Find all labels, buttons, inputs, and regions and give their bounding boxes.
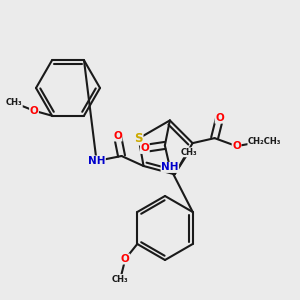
Text: O: O bbox=[215, 113, 224, 123]
Text: O: O bbox=[30, 106, 38, 116]
Text: O: O bbox=[113, 131, 122, 141]
Text: NH: NH bbox=[88, 156, 105, 166]
Text: O: O bbox=[232, 141, 241, 151]
Text: S: S bbox=[134, 132, 143, 145]
Text: CH₃: CH₃ bbox=[6, 98, 22, 107]
Text: CH₃: CH₃ bbox=[112, 274, 129, 284]
Text: O: O bbox=[140, 143, 149, 153]
Text: CH₃: CH₃ bbox=[180, 148, 197, 157]
Text: O: O bbox=[121, 254, 130, 264]
Text: NH: NH bbox=[161, 162, 178, 172]
Text: CH₂CH₃: CH₂CH₃ bbox=[248, 136, 281, 146]
